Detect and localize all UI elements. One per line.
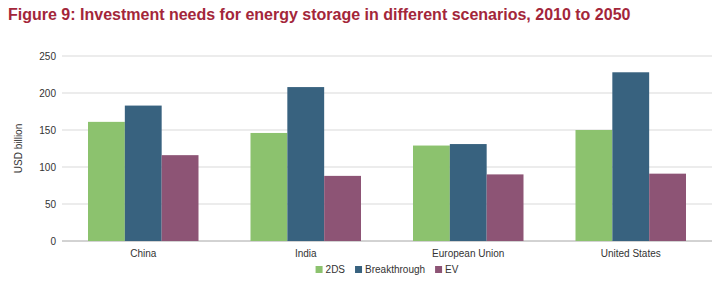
x-tick-label: United States <box>601 248 661 259</box>
y-axis-label: USD billion <box>13 124 24 173</box>
legend-item: EV <box>435 264 459 275</box>
bar <box>649 174 686 241</box>
legend-label: 2DS <box>326 264 346 275</box>
bar <box>125 106 162 241</box>
bar <box>576 130 613 241</box>
x-tick-label: India <box>295 248 317 259</box>
x-tick-label: European Union <box>432 248 504 259</box>
bar <box>88 122 125 241</box>
bar <box>612 72 649 241</box>
legend-label: Breakthrough <box>365 264 425 275</box>
y-tick-label: 250 <box>39 51 56 62</box>
title: Figure 9: Investment needs for energy st… <box>8 6 630 24</box>
y-tick-label: 0 <box>50 236 56 247</box>
y-tick-label: 50 <box>45 199 57 210</box>
grid-line <box>62 56 712 57</box>
bar <box>251 133 288 241</box>
bar <box>487 174 524 241</box>
legend-label: EV <box>445 264 459 275</box>
legend: 2DS Breakthrough EV <box>316 264 459 275</box>
legend-item: Breakthrough <box>355 264 425 275</box>
legend-item: 2DS <box>316 264 346 275</box>
y-tick-label: 150 <box>39 125 56 136</box>
x-tick-label: China <box>130 248 157 259</box>
chart: 0 50 100 150 200 250 USD billion China India Euro… <box>0 0 726 299</box>
legend-swatch <box>316 266 323 273</box>
bars <box>88 72 686 241</box>
y-tick-label: 100 <box>39 162 56 173</box>
y-tick-label: 200 <box>39 88 56 99</box>
legend-swatch <box>355 266 362 273</box>
bar <box>413 146 450 241</box>
bar <box>450 144 487 241</box>
bar <box>162 155 199 241</box>
bar <box>287 87 324 241</box>
bar <box>324 176 361 241</box>
legend-swatch <box>435 266 442 273</box>
